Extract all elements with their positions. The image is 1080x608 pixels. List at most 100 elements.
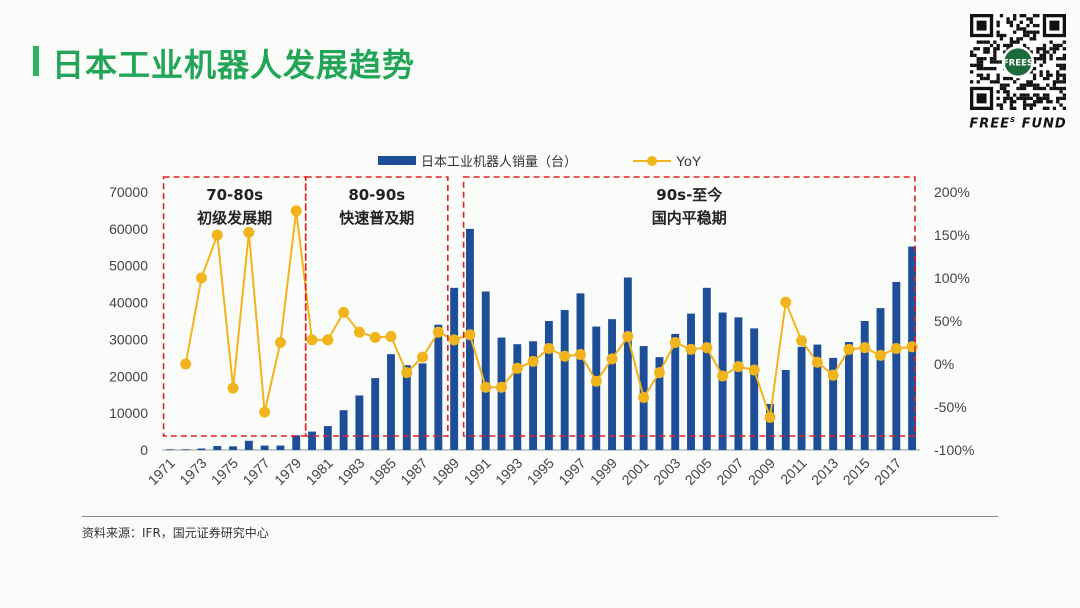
y-left-tick-label: 30000 [109, 331, 148, 347]
yoy-point-1981 [322, 334, 334, 346]
y-right-tick-label: 150% [934, 227, 970, 243]
bar-2012 [813, 344, 822, 450]
source-divider [82, 516, 998, 517]
bar-1999 [608, 319, 617, 450]
yoy-point-1989 [448, 334, 460, 346]
yoy-point-1994 [527, 355, 539, 367]
period-box [304, 176, 449, 437]
bar-1981 [323, 426, 332, 450]
yoy-point-1974 [211, 229, 223, 241]
x-tick-label: 1983 [334, 455, 367, 488]
bar-2000 [623, 277, 632, 450]
yoy-point-1979 [290, 205, 302, 217]
bar-1984 [371, 378, 380, 450]
brand-name: FREES FUND [969, 116, 1067, 132]
x-tick-label: 1979 [271, 455, 304, 488]
yoy-point-1977 [259, 406, 271, 418]
bar-2009 [766, 403, 774, 450]
yoy-point-2006 [717, 370, 729, 382]
yoy-point-1985 [385, 330, 397, 342]
bar-1982 [339, 410, 348, 450]
bar-2005 [702, 287, 711, 450]
yoy-point-2001 [638, 392, 650, 404]
legend-line-marker [647, 156, 657, 166]
y-right-tick-label: -50% [934, 399, 967, 415]
y-left-tick-label: 40000 [109, 295, 148, 311]
bar-1973 [197, 448, 206, 450]
y-left-tick-label: 0 [140, 442, 148, 458]
bar-2011 [797, 346, 806, 450]
y-left-tick-label: 10000 [109, 405, 148, 421]
bar-2015 [860, 321, 869, 450]
qr-code-icon: FREES [970, 14, 1066, 110]
period-label-range: 70-80s [206, 186, 263, 204]
y-left-tick-label: 60000 [109, 221, 148, 237]
yoy-point-1980 [306, 334, 318, 346]
x-tick-label: 1999 [587, 455, 620, 488]
period-label-name: 初级发展期 [197, 209, 272, 227]
bar-2004 [687, 313, 695, 450]
yoy-point-2013 [827, 369, 839, 381]
bar-1988 [434, 324, 443, 450]
bar-1995 [544, 321, 553, 450]
bar-1974 [213, 445, 222, 450]
yoy-point-1978 [274, 337, 286, 348]
yoy-point-1987 [417, 351, 429, 363]
x-tick-label: 1987 [397, 455, 430, 488]
x-tick-label: 1995 [524, 455, 557, 488]
x-tick-label: 2015 [840, 455, 873, 488]
yoy-point-1986 [401, 367, 413, 379]
bar-1976 [244, 440, 253, 450]
x-tick-label: 1991 [461, 455, 494, 488]
yoy-point-2008 [748, 364, 760, 376]
bar-1989 [450, 287, 459, 450]
legend-bar-label: 日本工业机器人销量（台） [421, 155, 577, 170]
y-right-tick-label: 100% [934, 270, 970, 286]
x-tick-label: 2009 [745, 455, 778, 488]
yoy-point-1998 [590, 375, 602, 387]
yoy-point-2007 [732, 361, 744, 373]
x-tick-label: 2001 [618, 455, 651, 488]
x-tick-label: 1977 [239, 455, 272, 488]
yoy-point-2003 [669, 337, 681, 348]
yoy-point-2002 [653, 367, 665, 379]
bar-2016 [876, 308, 885, 450]
yoy-point-2004 [685, 343, 697, 355]
bar-1980 [308, 431, 316, 450]
bar-1975 [229, 446, 238, 450]
bar-1997 [576, 293, 585, 450]
y-right-tick-label: 50% [934, 313, 962, 329]
yoy-point-2018 [906, 341, 918, 353]
page-title: 日本工业机器人发展趋势 [52, 46, 416, 84]
yoy-point-2012 [811, 356, 823, 368]
yoy-point-1984 [369, 331, 381, 343]
yoy-point-1983 [353, 326, 365, 338]
x-tick-label: 1973 [176, 455, 209, 488]
yoy-point-1992 [496, 381, 508, 393]
legend-line-label: YoY [676, 153, 702, 169]
y-right-tick-label: 200% [934, 184, 970, 200]
bar-1998 [592, 326, 601, 450]
x-tick-label: 2003 [650, 455, 683, 488]
x-tick-label: 1993 [492, 455, 525, 488]
x-tick-label: 2013 [808, 455, 841, 488]
yoy-point-1993 [511, 362, 523, 374]
y-right-tick-label: 0% [934, 356, 954, 372]
x-tick-label: 2017 [871, 455, 904, 488]
yoy-point-2014 [843, 343, 855, 355]
brand-logo: FREES FREES FUND [966, 14, 1070, 131]
yoy-point-1991 [480, 381, 492, 393]
bar-1993 [513, 344, 522, 450]
title-accent-bar [33, 46, 39, 76]
yoy-point-1973 [195, 272, 207, 284]
bar-2003 [671, 333, 680, 450]
bar-1994 [529, 341, 538, 450]
yoy-point-2010 [780, 296, 792, 308]
x-tick-label: 2005 [682, 455, 715, 488]
yoy-point-1990 [464, 329, 476, 341]
bar-2013 [829, 357, 838, 450]
bar-2002 [655, 357, 664, 450]
y-right-tick-label: -100% [934, 442, 974, 458]
period-label-range: 90s-至今 [656, 186, 722, 204]
period-label-range: 80-90s [348, 186, 405, 204]
